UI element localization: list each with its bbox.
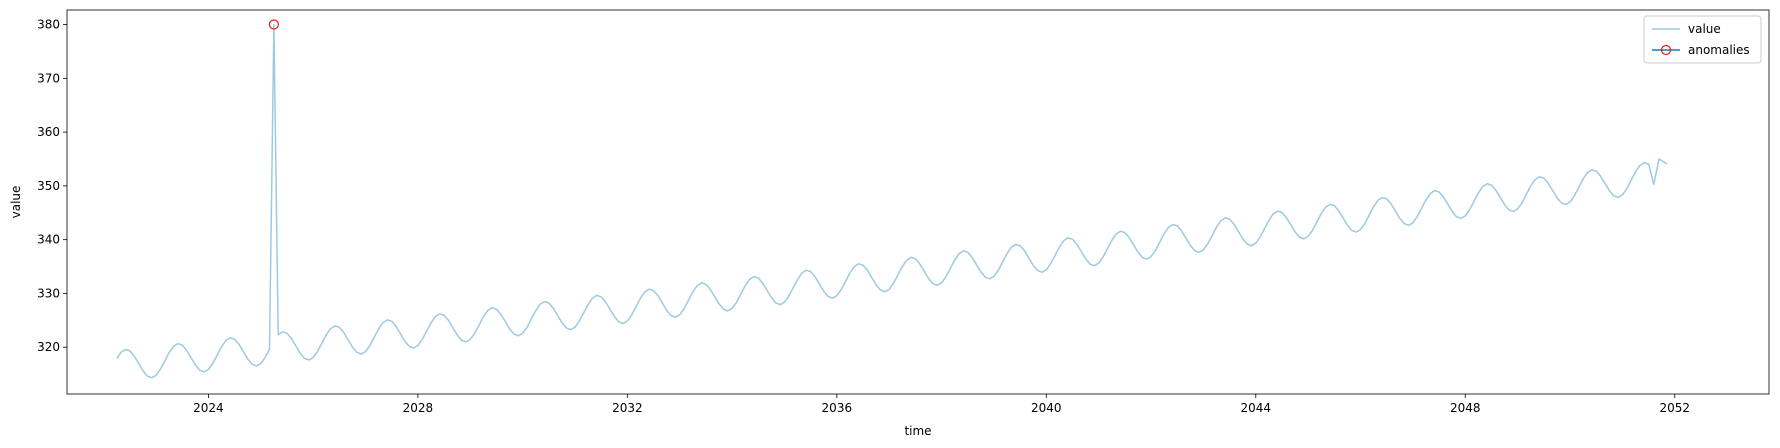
x-tick-label: 2032	[612, 401, 643, 415]
y-axis-label: value	[9, 186, 23, 219]
y-tick-label: 330	[37, 286, 60, 300]
x-tick-label: 2024	[193, 401, 224, 415]
legend-anomalies-marker	[1660, 44, 1672, 56]
legend-anomalies-label: anomalies	[1688, 43, 1750, 57]
y-tick-label: 360	[37, 125, 60, 139]
y-tick-label: 380	[37, 18, 60, 32]
y-tick-label: 350	[37, 179, 60, 193]
legend-box	[1643, 15, 1762, 64]
legend-value-label: value	[1688, 22, 1721, 36]
series-layer	[116, 19, 1668, 379]
x-tick-label: 2044	[1241, 401, 1272, 415]
legend: value anomalies	[1643, 15, 1762, 64]
x-tick-label: 2048	[1450, 401, 1481, 415]
plot-area	[66, 9, 1770, 395]
anomaly-point	[268, 19, 279, 30]
x-tick-label: 2052	[1659, 401, 1690, 415]
y-axis: 320 330 340 350 360 370 380	[37, 18, 67, 354]
y-tick-label: 370	[37, 71, 60, 85]
x-tick-label: 2036	[822, 401, 853, 415]
x-tick-label: 2040	[1031, 401, 1062, 415]
x-axis: 2024 2028 2032 2036 2040 2044 2048 2052	[193, 394, 1690, 415]
x-axis-label: time	[904, 424, 931, 438]
y-tick-label: 320	[37, 340, 60, 354]
series-line-value	[116, 23, 1668, 379]
x-tick-label: 2028	[403, 401, 434, 415]
y-tick-label: 340	[37, 233, 60, 247]
plot-frame	[66, 9, 1770, 395]
